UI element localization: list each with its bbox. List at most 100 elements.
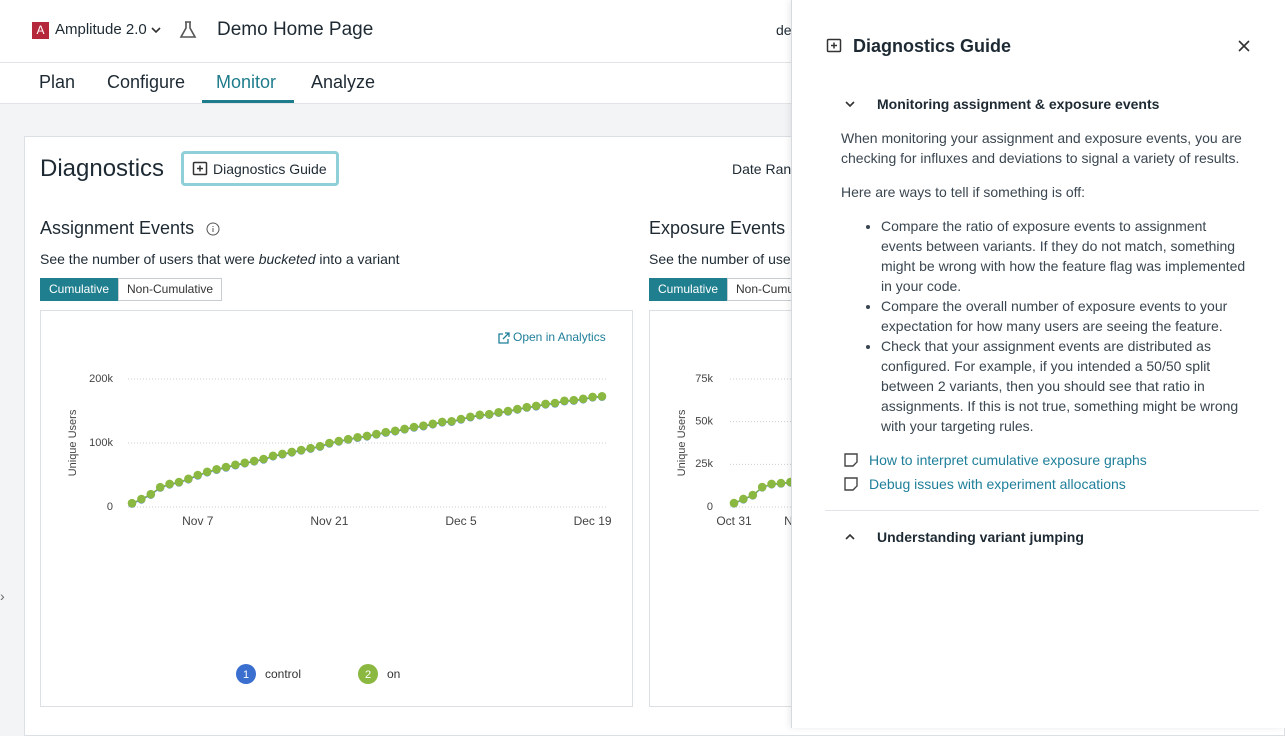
data-point — [578, 394, 588, 404]
toggle[interactable]: Cumulative — [40, 278, 119, 301]
tab[interactable]: Analyze — [311, 72, 376, 92]
data-point — [165, 479, 174, 489]
desc: See the number of users that were — [40, 251, 259, 267]
data-point — [447, 416, 456, 426]
toggle[interactable]: Non-Cumulative — [118, 278, 223, 301]
data-point — [137, 494, 146, 504]
y-axis-label: Unique Users — [676, 409, 688, 476]
x-tick-label: Oct 31 — [716, 514, 752, 528]
y-tick-label: 75k — [695, 373, 713, 385]
close-button[interactable] — [1237, 39, 1251, 53]
divider — [0, 103, 1285, 104]
data-point — [287, 447, 297, 457]
data-point — [249, 456, 259, 466]
legend-label: control — [265, 667, 301, 681]
data-point — [428, 419, 438, 429]
data-point — [296, 445, 306, 455]
data-point — [212, 464, 221, 474]
data-point — [748, 490, 758, 500]
data-point — [306, 443, 315, 453]
data-point — [174, 477, 184, 487]
data-point — [278, 449, 287, 459]
y-axis-label: Unique Users — [67, 409, 79, 476]
data-point — [193, 470, 203, 480]
data-point — [588, 392, 597, 402]
y-tick-label: 0 — [707, 501, 713, 513]
guide-link[interactable]: How to interpret cumulative exposure gra… — [869, 452, 1147, 468]
date-range[interactable]: Date Range — [732, 161, 807, 177]
data-point — [569, 395, 579, 405]
chart-box: Open in Analytics 0 100k 200k Nov 7 Nov 21 De… — [40, 310, 633, 707]
series-line — [131, 395, 603, 504]
desc: into a variant — [315, 251, 400, 267]
legend-badge — [236, 664, 256, 684]
data-point — [757, 482, 767, 492]
data-point — [334, 436, 344, 446]
legend-label: on — [387, 667, 400, 681]
workspace-name[interactable]: Amplitude 2.0 — [55, 21, 147, 38]
data-point — [531, 401, 541, 411]
data-point — [466, 412, 475, 422]
chevron[interactable] — [844, 98, 856, 110]
bullet: Compare the ratio of exposure events to … — [881, 216, 1251, 296]
data-point — [127, 498, 137, 508]
data-point — [362, 431, 372, 441]
data-point — [437, 417, 447, 427]
data-point — [325, 438, 334, 448]
y-tick-label: 0 — [107, 501, 113, 513]
data-point — [390, 426, 400, 436]
doc-icon — [844, 477, 858, 491]
data-point — [560, 396, 569, 406]
data-point — [739, 494, 748, 504]
expand-arrow[interactable]: › — [0, 588, 5, 604]
data-point — [259, 454, 268, 464]
paragraph: Here are ways to tell if something is of… — [841, 184, 1086, 200]
data-point — [409, 422, 419, 432]
section-header[interactable]: Understanding variant jumping — [877, 529, 1084, 545]
data-point — [597, 391, 607, 401]
data-point — [231, 460, 240, 470]
guide-button[interactable]: Diagnostics Guide — [181, 151, 339, 186]
data-point — [729, 498, 739, 508]
data-point — [372, 429, 381, 439]
data-point — [184, 474, 193, 484]
section-header[interactable]: Monitoring assignment & exposure events — [877, 96, 1160, 112]
data-point — [343, 434, 353, 444]
x-tick-label: Dec 19 — [574, 514, 612, 528]
guide-link[interactable]: Debug issues with experiment allocations — [869, 476, 1126, 492]
data-point — [541, 399, 550, 409]
tab-underline — [202, 100, 294, 103]
data-point — [456, 414, 466, 424]
toggle[interactable]: Cumulative — [649, 278, 728, 301]
chart-title: Exposure Events — [649, 218, 786, 238]
chevron[interactable] — [844, 531, 856, 543]
data-point — [494, 407, 503, 417]
open-link[interactable]: Open in Analytics — [513, 330, 606, 344]
divider — [825, 510, 1259, 511]
guide-icon — [826, 38, 842, 53]
guide-button-label: Diagnostics Guide — [213, 161, 327, 177]
data-point — [315, 441, 325, 451]
data-point — [419, 421, 428, 431]
y-tick-label: 50k — [695, 416, 713, 428]
chart-desc: See the number of users that were bucket… — [40, 251, 400, 267]
data-point — [550, 398, 560, 408]
guide-panel: Diagnostics Guide Monitoring assignment … — [791, 0, 1285, 728]
data-point — [268, 451, 278, 461]
divider — [0, 62, 1285, 63]
tab[interactable]: Plan — [39, 72, 76, 92]
tab-active[interactable]: Monitor — [216, 72, 277, 92]
tab[interactable]: Configure — [107, 72, 186, 92]
x-tick-label: Dec 5 — [445, 514, 477, 528]
external-icon — [498, 332, 510, 344]
data-point — [221, 462, 231, 472]
user: de — [776, 22, 792, 38]
workspace-badge: A — [32, 22, 49, 39]
section-title: Diagnostics — [40, 155, 165, 182]
data-point — [146, 489, 156, 499]
legend-badge — [358, 664, 378, 684]
data-point — [155, 482, 165, 492]
data-point — [503, 406, 513, 416]
chart-title: Assignment Events — [40, 218, 195, 238]
